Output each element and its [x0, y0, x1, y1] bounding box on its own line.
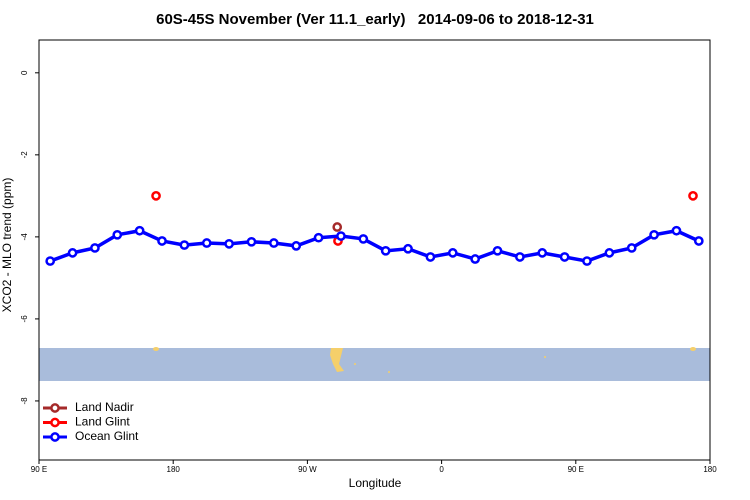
legend-marker [50, 403, 60, 413]
data-point [492, 245, 503, 256]
data-point [626, 243, 637, 253]
data-point [447, 248, 458, 258]
legend-marker [50, 432, 60, 442]
x-tick-label: 90 W [298, 465, 317, 474]
series-line [49, 228, 700, 263]
legend-marker [50, 417, 60, 428]
data-point [246, 236, 257, 247]
data-point [688, 191, 698, 201]
legend-label: Ocean Glint [75, 429, 139, 443]
plot-frame [38, 39, 711, 461]
x-axis-label: Longitude [349, 476, 402, 490]
y-tick-label: -6 [20, 315, 29, 323]
legend-label: Land Glint [75, 415, 130, 429]
map-band [39, 348, 710, 381]
data-point [559, 252, 570, 262]
data-point [604, 248, 615, 258]
data-point [336, 231, 346, 241]
data-point [224, 238, 234, 249]
data-point [45, 256, 56, 266]
data-point [515, 252, 525, 262]
x-tick-label: 0 [439, 465, 444, 474]
data-point [403, 243, 413, 254]
data-point [537, 248, 548, 258]
x-tick-label: 90 E [568, 465, 584, 474]
data-point [291, 241, 302, 251]
y-axis-label: XCO2 - MLO trend (ppm) [0, 178, 14, 313]
data-point [112, 229, 123, 240]
y-tick-label: -4 [20, 233, 29, 241]
data-point [269, 238, 279, 248]
data-point [157, 236, 167, 246]
data-point [134, 225, 145, 236]
data-point [582, 256, 592, 266]
data-point [425, 252, 436, 262]
data-point [380, 245, 391, 256]
data-point [179, 240, 190, 250]
y-tick-label: 0 [20, 70, 29, 75]
data-point [332, 222, 343, 232]
data-point [201, 238, 212, 248]
chart-title: 60S-45S November (Ver 11.1_early) 2014-0… [156, 11, 594, 28]
x-tick-label: 180 [703, 465, 717, 474]
data-point [151, 191, 161, 201]
land-shapes [153, 347, 696, 373]
y-tick-label: -2 [20, 151, 29, 159]
data-point [358, 234, 369, 244]
data-point [693, 236, 704, 246]
data-point [67, 248, 78, 258]
data-point [313, 232, 324, 243]
data-point [671, 225, 682, 236]
legend-label: Land Nadir [75, 400, 134, 414]
x-tick-label: 90 E [31, 465, 47, 474]
data-point [649, 229, 659, 240]
data-point [90, 243, 100, 253]
y-tick-label: -8 [20, 397, 29, 405]
x-tick-label: 180 [167, 465, 181, 474]
data-point [470, 254, 480, 264]
